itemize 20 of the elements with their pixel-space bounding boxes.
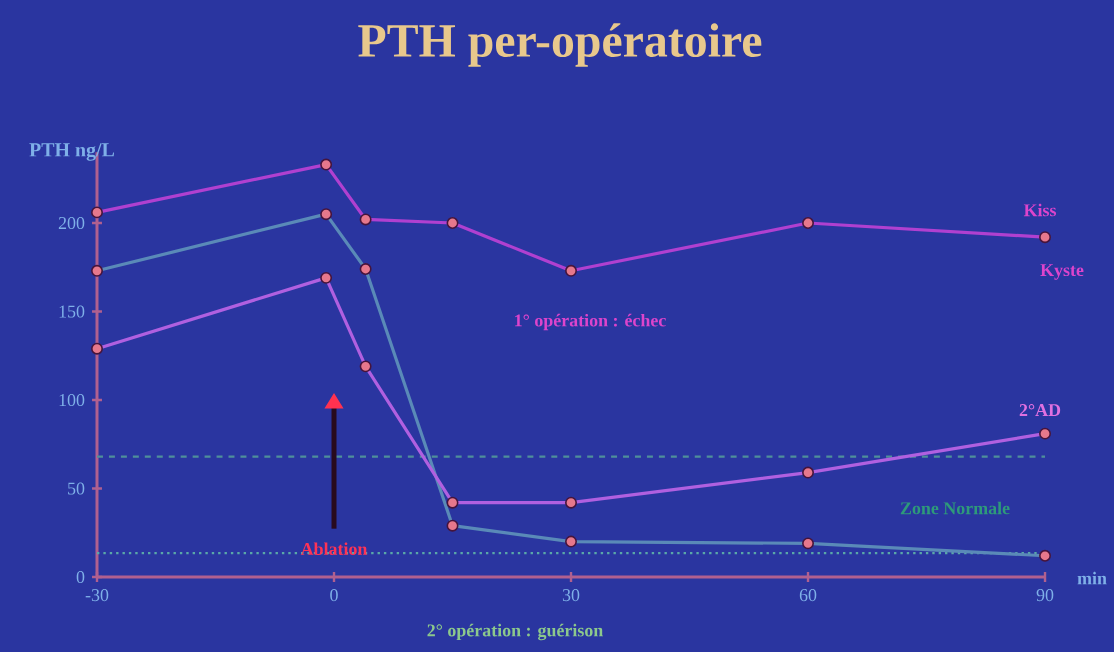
text: min [1077, 571, 1107, 585]
annotation: Kyste [1040, 264, 1084, 280]
annotation: Kiss [1023, 203, 1057, 217]
x-tick-label: 90 [1036, 589, 1054, 602]
y-tick-label: 50 [68, 482, 85, 495]
y-tick-label: 150 [59, 305, 85, 318]
chart-title: PTH per-opératoire [358, 23, 762, 67]
annotation: Ablation [300, 542, 368, 555]
x-tick-label: 0 [330, 589, 338, 602]
x-axis-title: 2° opération : guérison [427, 623, 604, 641]
y-tick-label: 100 [59, 393, 85, 407]
y-tick-label: 0 [76, 570, 85, 584]
annotation: Zone Normale [900, 501, 1010, 515]
annotation: 2°AD [1019, 404, 1061, 416]
x-tick-label: -30 [85, 589, 109, 602]
x-tick-label: 30 [562, 589, 580, 602]
y-axis-title: PTH ng/L [29, 143, 115, 161]
x-tick-label: 60 [799, 589, 817, 602]
y-tick-label: 200 [58, 216, 85, 230]
annotation: 1° opération : échec [515, 313, 666, 331]
